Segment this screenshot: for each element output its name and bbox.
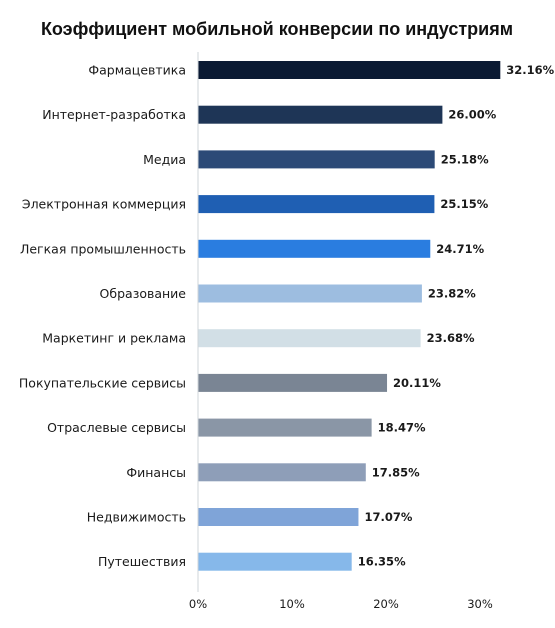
value-label: 25.18% xyxy=(441,152,489,166)
category-label: Образование xyxy=(100,286,187,301)
bar xyxy=(198,463,366,482)
x-tick-label: 0% xyxy=(189,597,207,611)
bar xyxy=(198,105,443,124)
category-label: Электронная коммерция xyxy=(22,197,186,212)
category-label: Покупательские сервисы xyxy=(19,375,186,390)
category-label: Интернет-разработка xyxy=(42,107,186,122)
bar xyxy=(198,61,501,79)
x-tick-label: 30% xyxy=(467,597,493,611)
bar xyxy=(198,418,372,437)
bar xyxy=(198,150,435,169)
value-label: 17.07% xyxy=(364,510,412,524)
value-label: 23.68% xyxy=(427,331,475,345)
category-label: Медиа xyxy=(143,152,186,167)
category-label: Отраслевые сервисы xyxy=(47,420,186,435)
value-label: 17.85% xyxy=(372,465,420,479)
category-label: Легкая промышленность xyxy=(20,241,186,256)
value-label: 32.16% xyxy=(506,63,554,77)
category-label: Фармацевтика xyxy=(88,63,186,78)
category-label: Недвижимость xyxy=(87,510,186,525)
bar xyxy=(198,329,421,348)
value-label: 16.35% xyxy=(358,555,406,569)
value-label: 18.47% xyxy=(378,421,426,435)
value-label: 20.11% xyxy=(393,376,441,390)
bar xyxy=(198,373,388,392)
bar xyxy=(198,195,435,214)
category-label: Финансы xyxy=(126,465,186,480)
chart-title: Коэффициент мобильной конверсии по индус… xyxy=(41,19,513,39)
category-label: Путешествия xyxy=(98,554,186,569)
bar xyxy=(198,552,352,571)
x-tick-label: 10% xyxy=(279,597,305,611)
category-label: Маркетинг и реклама xyxy=(42,331,186,346)
value-label: 25.15% xyxy=(440,197,488,211)
x-axis-ticks: 0% 10% 20% 30% xyxy=(189,597,493,611)
value-label: 24.71% xyxy=(436,242,484,256)
x-tick-label: 20% xyxy=(373,597,399,611)
value-label: 23.82% xyxy=(428,287,476,301)
bar xyxy=(198,284,422,303)
value-label: 26.00% xyxy=(448,108,496,122)
bar xyxy=(198,239,431,258)
bars-group: Фармацевтика 32.16% Интернет-разработка 26.… xyxy=(19,61,555,571)
bar xyxy=(198,508,359,526)
